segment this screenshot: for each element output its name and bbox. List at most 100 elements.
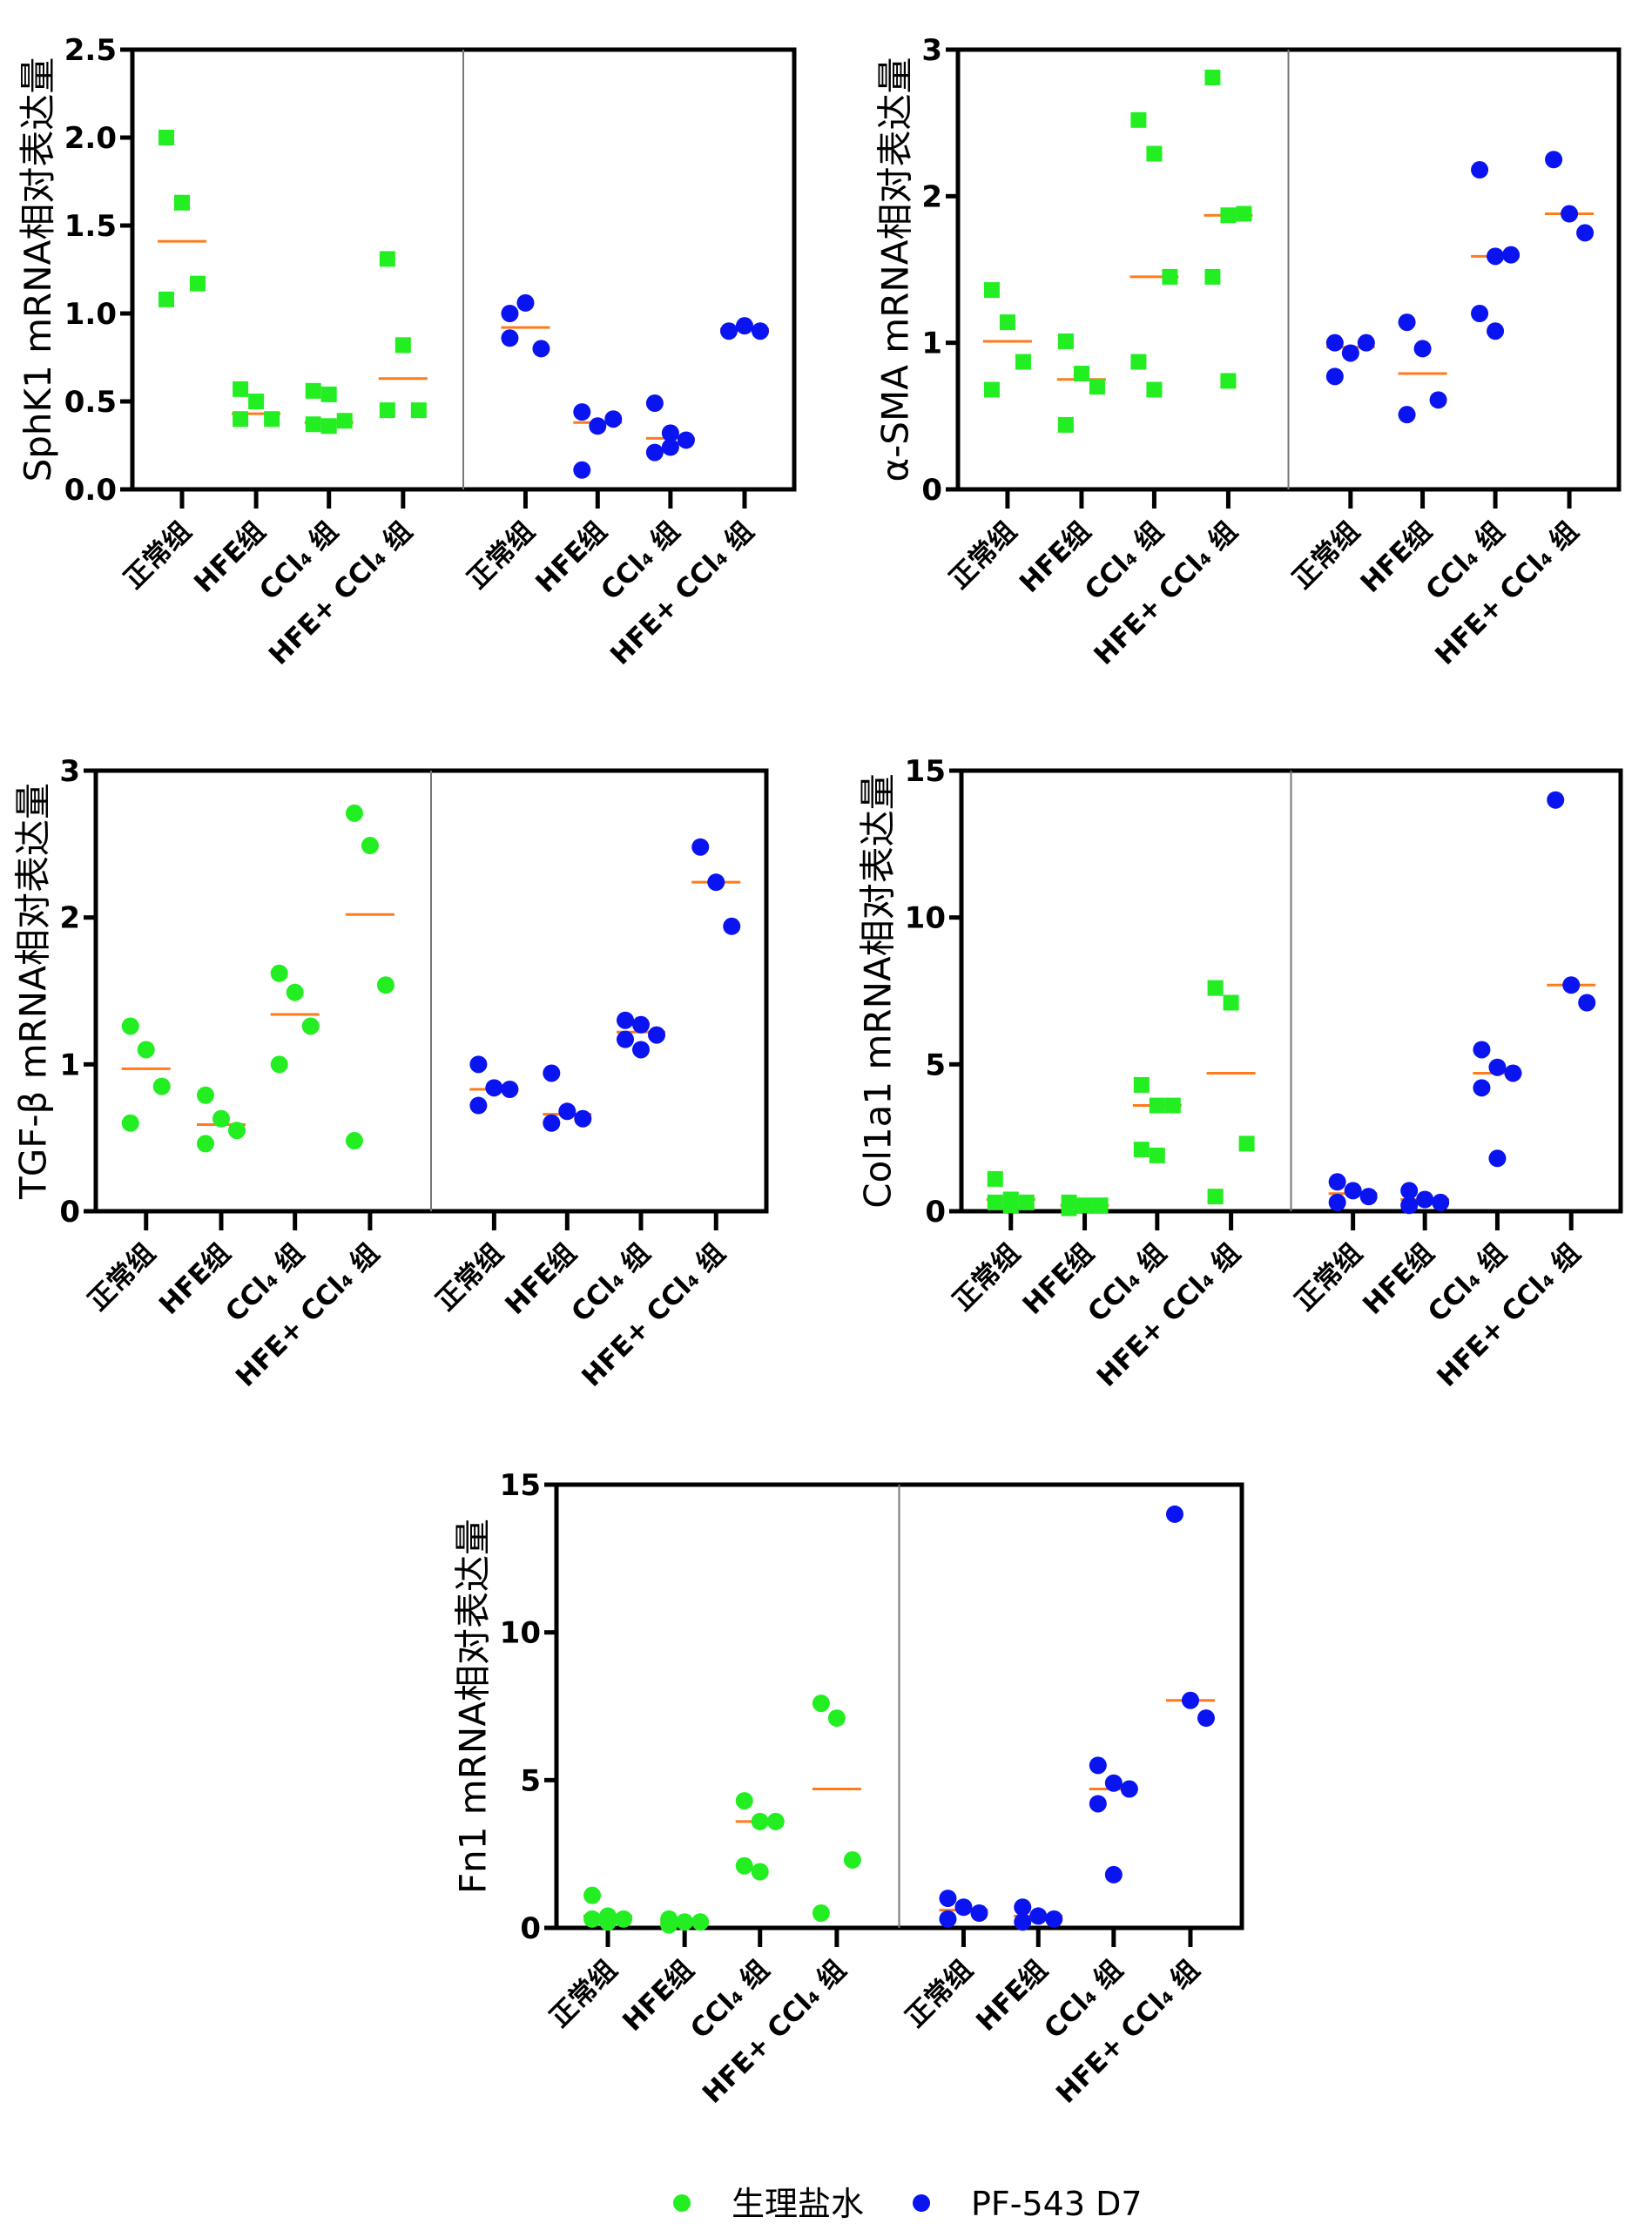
data-point [1576,224,1595,242]
data-point [1413,340,1432,358]
data-point [1181,1691,1199,1709]
data-point [1416,1190,1434,1209]
data-point [691,838,710,856]
data-point [752,322,769,340]
data-point [1057,416,1074,433]
data-point [1473,1041,1491,1059]
data-point [1015,354,1031,370]
y-tick-label: 0 [921,473,942,508]
data-point [1045,1910,1063,1928]
data-point [1547,791,1565,809]
data-point [766,1812,785,1830]
y-tick-label: 0.5 [64,385,117,420]
data-point [1014,1913,1032,1931]
data-point [1146,145,1163,162]
data-point [501,305,519,322]
data-point [583,1886,602,1904]
x-tick-label: 正常组 [900,1954,979,2033]
data-point [1488,1058,1507,1076]
data-point [158,130,174,145]
data-point [1341,344,1359,362]
data-point [1089,379,1105,395]
data-point [999,314,1015,331]
data-point [501,1081,519,1099]
y-tick-label: 1 [921,327,942,361]
data-point [190,275,206,292]
data-point [1328,1193,1346,1211]
legend-marker [913,2194,930,2212]
data-point [1057,333,1074,349]
data-point [233,381,249,397]
data-point [376,976,394,994]
data-point [1359,1188,1378,1206]
x-tick-label: 正常组 [462,515,541,595]
data-point [1073,366,1089,382]
y-tick-label: 1.5 [64,209,117,244]
data-point [264,411,280,428]
data-point [1149,1097,1165,1114]
data-point [1092,1197,1109,1214]
data-point [1014,1898,1032,1917]
data-point [1238,1135,1255,1152]
data-point [379,402,395,419]
data-point [987,1170,1003,1187]
data-point [954,1898,973,1917]
data-point [152,1077,171,1095]
data-point [516,293,535,312]
x-tick-label: 正常组 [1286,515,1365,595]
data-point [1400,1182,1419,1200]
data-point [827,1709,846,1728]
data-point [1164,1097,1181,1114]
x-tick-label: 正常组 [430,1237,509,1317]
data-point [1487,322,1505,340]
data-point [939,1890,957,1908]
y-tick-label: 3 [921,33,942,68]
y-tick-label: 1.0 [64,297,117,332]
data-point [1502,246,1521,264]
data-point [707,873,725,892]
y-tick-label: 2.0 [64,121,117,156]
data-point [320,418,337,435]
data-point [735,1792,753,1810]
legend: 生理盐水 PF-543 D7 [673,2185,1143,2223]
x-tick-label: HFE+ CCl₄ 组 [697,1954,853,2110]
data-point [543,1114,561,1132]
data-point [1473,1079,1491,1097]
data-point [286,983,304,1001]
data-point [1578,994,1596,1012]
data-point [1562,976,1581,994]
data-point [617,1030,635,1048]
x-tick-label: 正常组 [1289,1237,1368,1317]
data-point [394,337,411,354]
data-point [270,1055,288,1074]
data-point [174,194,190,211]
data-point [233,411,249,428]
y-tick-label: 10 [500,1616,541,1651]
data-point [121,1017,139,1035]
data-point [1076,1197,1093,1214]
data-point [589,417,607,435]
y-axis-label: Fn1 mRNA相对表达量 [452,1519,495,1894]
data-point [615,1910,633,1928]
y-tick-label: 0 [925,1195,946,1230]
y-tick-label: 2.5 [64,33,117,68]
y-tick-label: 15 [500,1468,541,1503]
data-point [1236,206,1252,222]
data-point [812,1904,830,1923]
data-point [1357,334,1375,352]
data-point [573,461,591,479]
y-tick-label: 1 [59,1048,80,1082]
data-point [723,917,741,935]
data-point [345,1132,363,1150]
data-point [212,1109,230,1128]
data-point [1029,1907,1048,1925]
data-point [361,837,379,855]
data-point [345,804,363,822]
data-point [599,1913,617,1931]
data-point [301,1017,320,1035]
data-point [648,1026,666,1044]
data-point [379,251,395,267]
